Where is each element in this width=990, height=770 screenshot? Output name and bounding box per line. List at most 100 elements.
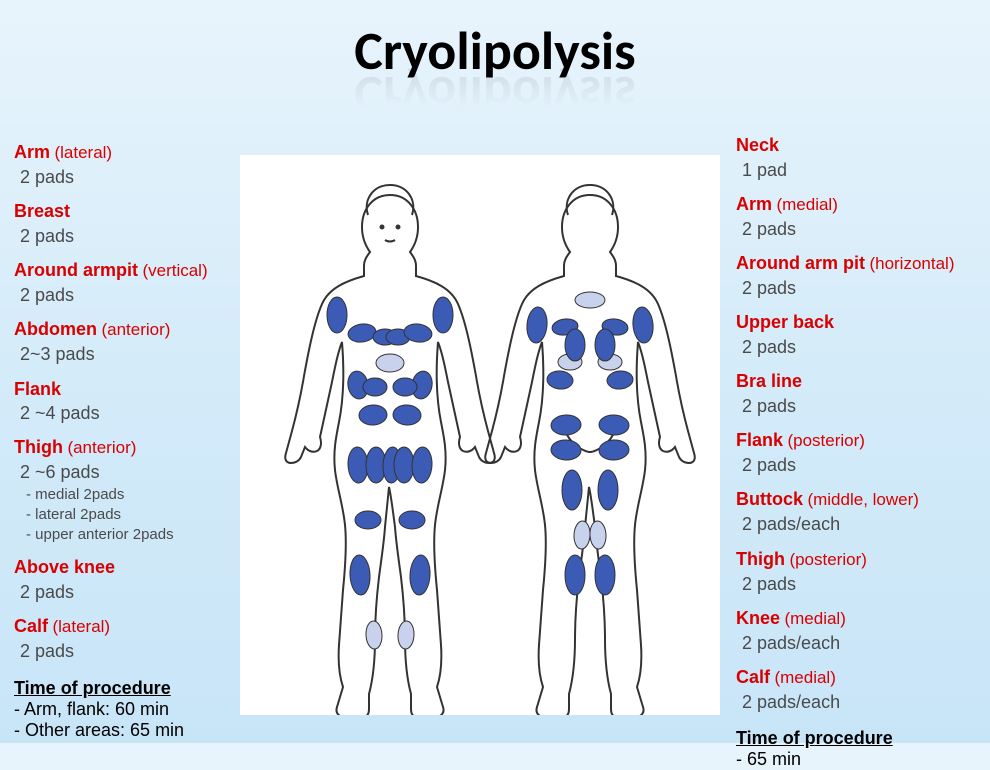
- item-value: 2 pads: [736, 394, 990, 418]
- pad-ellipse: [595, 329, 615, 361]
- item-paren: (posterior): [789, 550, 866, 569]
- left-item: Arm (lateral) 2 pads: [14, 140, 230, 189]
- right-item: Neck 1 pad: [736, 133, 990, 182]
- left-item: Breast2 pads: [14, 199, 230, 248]
- item-name: Flank: [14, 379, 61, 399]
- item-value: 2 pads: [736, 217, 990, 241]
- item-sub: - upper anterior 2pads: [14, 525, 230, 545]
- right-item: Upper back 2 pads: [736, 310, 990, 359]
- pad-ellipse: [595, 555, 615, 595]
- pad-ellipse: [363, 378, 387, 396]
- pad-ellipse: [433, 297, 453, 333]
- left-item: Around armpit (vertical) 2 pads: [14, 258, 230, 307]
- center-column: [230, 125, 730, 743]
- pad-ellipse: [598, 439, 629, 461]
- item-value: 2 pads: [14, 580, 230, 604]
- item-name: Abdomen: [14, 319, 97, 339]
- item-name: Thigh: [736, 549, 785, 569]
- item-name: Upper back: [736, 312, 834, 332]
- item-value: 2~3 pads: [14, 342, 230, 366]
- right-item: Buttock (middle, lower)2 pads/each: [736, 487, 990, 536]
- item-value: 1 pad: [736, 158, 990, 182]
- pad-ellipse: [411, 447, 433, 484]
- pad-ellipse: [562, 470, 582, 510]
- item-name: Calf: [14, 616, 48, 636]
- item-value: 2 pads/each: [736, 512, 990, 536]
- pad-ellipse: [358, 404, 387, 425]
- item-paren: (middle, lower): [807, 490, 918, 509]
- right-item: Around arm pit (horizontal)2 pads: [736, 251, 990, 300]
- item-value: 2 pads: [14, 639, 230, 663]
- left-item: Calf (lateral) 2 pads: [14, 614, 230, 663]
- pad-ellipse: [606, 370, 633, 390]
- pad-ellipse: [550, 439, 581, 461]
- item-paren: (anterior): [67, 438, 136, 457]
- time-line: - Arm, flank: 60 min: [14, 699, 230, 720]
- right-item: Thigh (posterior) 2 pads: [736, 547, 990, 596]
- item-name: Flank: [736, 430, 783, 450]
- pad-ellipse: [598, 414, 629, 436]
- item-value: 2 pads/each: [736, 631, 990, 655]
- item-name: Arm: [736, 194, 772, 214]
- pad-ellipse: [355, 511, 381, 529]
- right-column: Neck 1 pad Arm (medial) 2 pads Around arm pi…: [730, 125, 990, 743]
- time-heading: Time of procedure: [14, 678, 230, 699]
- time-line: - 65 min: [736, 749, 990, 770]
- time-line: - Other areas: 65 min: [14, 720, 230, 741]
- item-sub: - lateral 2pads: [14, 505, 230, 525]
- pad-ellipse: [393, 378, 417, 396]
- time-block: Time of procedure- Arm, flank: 60 min- O…: [14, 678, 230, 741]
- pad-ellipse: [546, 370, 573, 390]
- pad-ellipse: [550, 414, 581, 436]
- page-title-reflection: Cryolipolysis: [0, 62, 990, 128]
- pad-ellipse: [589, 521, 606, 550]
- pad-ellipse: [397, 621, 414, 650]
- pad-ellipse: [394, 447, 414, 483]
- item-value: 2 pads: [736, 453, 990, 477]
- item-name: Bra line: [736, 371, 802, 391]
- pad-ellipse: [365, 621, 382, 650]
- pad-ellipse: [565, 329, 585, 361]
- item-value: 2 ~6 pads: [14, 460, 230, 484]
- left-item: Above knee 2 pads: [14, 555, 230, 604]
- right-item: Calf (medial)2 pads/each: [736, 665, 990, 714]
- left-item: Thigh (anterior)2 ~6 pads- medial 2pads-…: [14, 435, 230, 545]
- pad-ellipse: [525, 306, 548, 344]
- pad-ellipse: [327, 297, 347, 333]
- pad-ellipse: [392, 404, 421, 425]
- item-value: 2 pads: [736, 572, 990, 596]
- item-paren: (anterior): [101, 320, 170, 339]
- item-name: Above knee: [14, 557, 115, 577]
- item-paren: (vertical): [142, 261, 207, 280]
- item-paren: (medial): [784, 609, 845, 628]
- item-name: Thigh: [14, 437, 63, 457]
- left-item: Flank2 ~4 pads: [14, 377, 230, 426]
- right-item: Knee (medial)2 pads/each: [736, 606, 990, 655]
- item-value: 2 pads: [14, 165, 230, 189]
- pad-ellipse: [565, 555, 585, 595]
- item-name: Arm: [14, 142, 50, 162]
- item-name: Around armpit: [14, 260, 138, 280]
- pad-ellipse: [631, 306, 654, 344]
- time-heading: Time of procedure: [736, 728, 990, 749]
- pad-ellipse: [347, 322, 377, 344]
- pad-ellipse: [575, 292, 605, 308]
- item-value: 2 pads: [736, 335, 990, 359]
- pad-ellipse: [598, 470, 618, 510]
- body-figure-panel: [240, 155, 720, 715]
- left-item: Abdomen (anterior) 2~3 pads: [14, 317, 230, 366]
- item-paren: (medial): [776, 195, 837, 214]
- pad-ellipse: [349, 555, 371, 596]
- item-name: Calf: [736, 667, 770, 687]
- item-paren: (horizontal): [869, 254, 954, 273]
- item-name: Neck: [736, 135, 779, 155]
- pad-ellipse: [409, 555, 431, 596]
- right-item: Flank (posterior)2 pads: [736, 428, 990, 477]
- item-sub: - medial 2pads: [14, 485, 230, 505]
- item-value: 2 pads: [14, 283, 230, 307]
- item-value: 2 pads/each: [736, 690, 990, 714]
- item-paren: (lateral): [52, 617, 110, 636]
- item-paren: (lateral): [54, 143, 112, 162]
- item-name: Around arm pit: [736, 253, 865, 273]
- body-diagram-svg: [240, 155, 720, 715]
